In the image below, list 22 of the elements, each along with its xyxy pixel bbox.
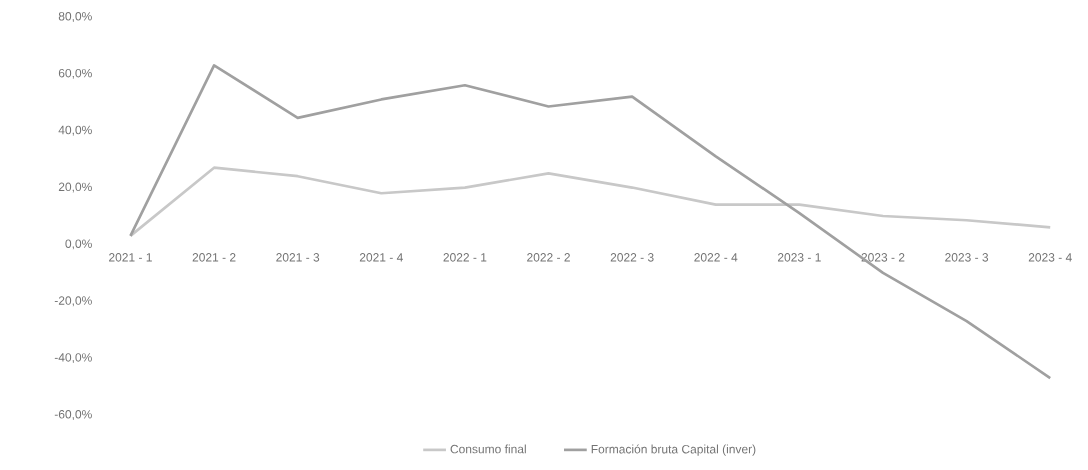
- x-tick-label: 2021 - 4: [359, 253, 403, 262]
- y-tick-label: -40,0%: [54, 353, 92, 364]
- x-tick-label: 2023 - 1: [777, 253, 821, 262]
- legend-label: Consumo final: [450, 444, 526, 454]
- x-tick-label: 2022 - 1: [443, 253, 487, 262]
- y-tick-label: 80,0%: [58, 12, 92, 22]
- y-tick-label: -60,0%: [54, 410, 92, 420]
- line-series: [129, 166, 1052, 238]
- x-tick-label: 2023 - 4: [1028, 253, 1072, 262]
- x-tick-label: 2021 - 2: [192, 253, 236, 262]
- x-tick-label: 2022 - 3: [610, 253, 654, 262]
- y-tick-label: 40,0%: [58, 125, 92, 136]
- y-tick-label: 60,0%: [58, 68, 92, 79]
- x-tick-label: 2022 - 4: [694, 253, 738, 262]
- y-tick-label: 0,0%: [65, 239, 92, 250]
- legend-label: Formación bruta Capital (inver): [591, 444, 756, 456]
- y-tick-label: 20,0%: [58, 182, 92, 193]
- x-tick-label: 2022 - 2: [527, 253, 570, 262]
- x-tick-label: 2021 - 1: [109, 253, 152, 262]
- x-tick-label: 2021 - 3: [276, 253, 320, 262]
- y-tick-label: -20,0%: [54, 296, 92, 307]
- x-tick-label: 2023 - 3: [945, 253, 989, 262]
